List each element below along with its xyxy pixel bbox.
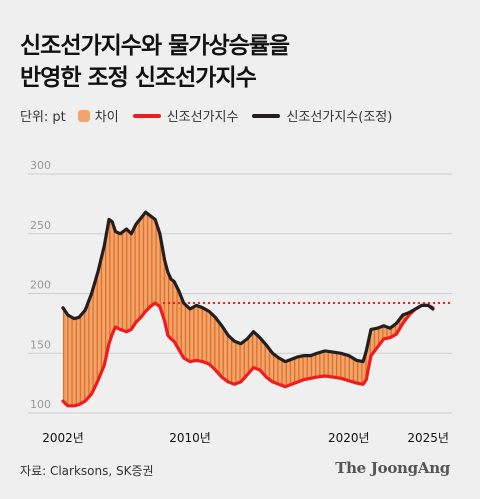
y-tick-label-250: 250 [30, 219, 51, 232]
legend-item-adjusted: 신조선가지수(조정) [252, 106, 392, 125]
chart-title: 신조선가지수와 물가상승률을 반영한 조정 신조선가지수 [20, 30, 290, 94]
legend-label-diff: 차이 [94, 110, 119, 125]
legend-item-diff: 차이 [77, 106, 119, 125]
x-tick-label-2002: 2002년 [42, 431, 84, 445]
source-note: 자료: Clarksons, SK증권 [20, 464, 154, 478]
y-tick-label-200: 200 [30, 279, 51, 292]
legend-item-nominal: 신조선가지수 [132, 106, 239, 125]
diff-area [63, 212, 433, 406]
x-tick-label-2010: 2010년 [169, 431, 211, 445]
title-line-2: 반영한 조정 신조선가지수 [20, 65, 257, 91]
series-line-nominal [61, 301, 435, 408]
legend-swatch-nominal [132, 113, 161, 118]
x-tick-label-2020: 2020년 [328, 431, 370, 445]
unit-label: 단위: pt [20, 110, 66, 125]
y-axis-tick-labels: 100 150 200 250 300 [30, 159, 51, 411]
y-tick-label-100: 100 [30, 398, 51, 411]
publisher-logo: The JoongAng [335, 459, 450, 477]
diff-area-layer [63, 212, 433, 406]
legend-swatch-diff [77, 109, 90, 122]
legend: 단위: pt 차이 신조선가지수 신조선가지수(조정) [20, 106, 392, 125]
y-tick-label-150: 150 [30, 338, 51, 351]
x-tick-label-2025: 2025년 [407, 431, 449, 445]
series-line-adjusted [61, 210, 435, 364]
series-layer [61, 210, 435, 408]
x-axis-tick-labels: 2002년 2010년 2020년 2025년 [42, 431, 449, 445]
legend-swatch-adjusted [252, 113, 281, 118]
y-tick-label-300: 300 [30, 159, 51, 172]
legend-label-adjusted: 신조선가지수(조정) [286, 110, 393, 125]
title-line-1: 신조선가지수와 물가상승률을 [20, 33, 290, 59]
legend-label-nominal: 신조선가지수 [166, 110, 239, 125]
